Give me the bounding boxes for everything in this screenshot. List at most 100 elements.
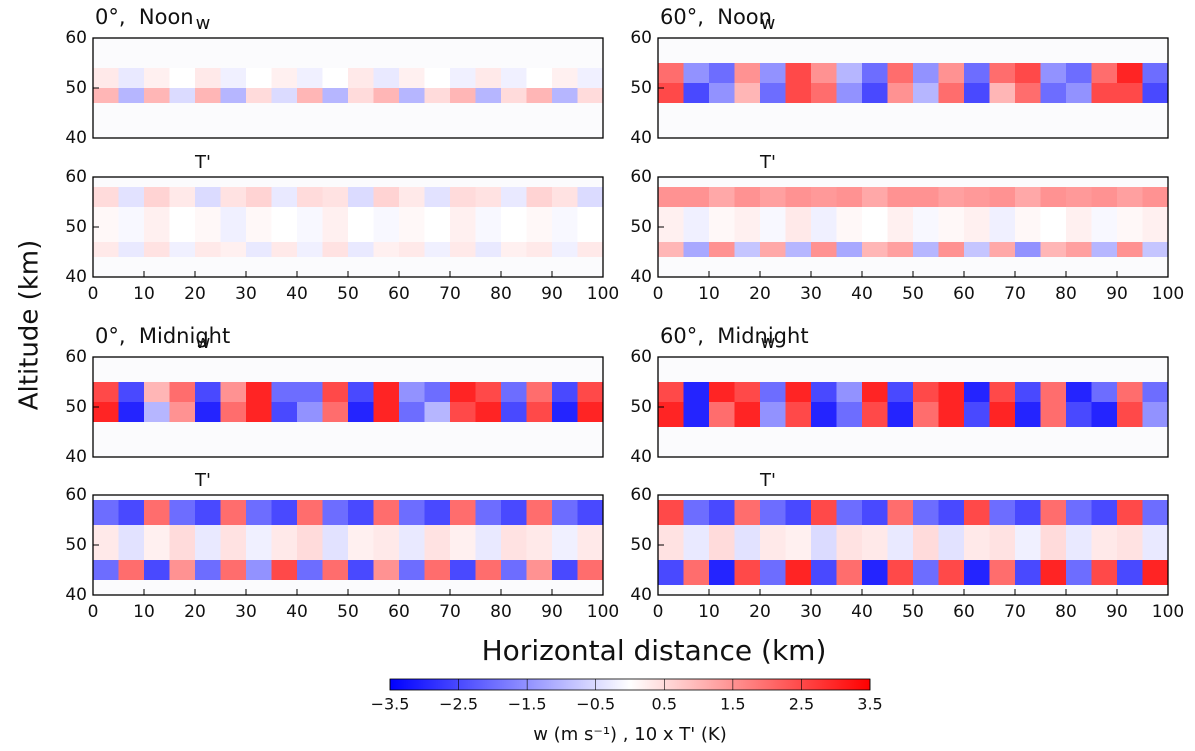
heatmap-cell: [399, 525, 425, 560]
x-tick-label: 10: [698, 602, 720, 622]
heatmap-cell: [760, 187, 786, 207]
panel-title: T': [759, 470, 776, 491]
x-tick-label: 0: [653, 602, 664, 622]
heatmap-cell: [501, 402, 527, 422]
heatmap-cell: [913, 402, 939, 427]
heatmap-cell: [424, 560, 451, 580]
heatmap-cell: [1142, 560, 1169, 585]
heatmap-cell: [760, 242, 786, 257]
heatmap-cell: [964, 242, 990, 257]
heatmap-cell: [1040, 207, 1067, 242]
x-tick-label: 20: [184, 602, 206, 622]
heatmap-cell: [1091, 382, 1118, 402]
heatmap-cell: [913, 560, 939, 585]
heatmap-cell: [887, 242, 914, 257]
heatmap-cell: [246, 500, 272, 525]
heatmap-cell: [348, 500, 374, 525]
heatmap-cell: [658, 187, 684, 207]
x-tick-label: 20: [749, 602, 771, 622]
x-tick-label: 40: [286, 284, 308, 304]
heatmap-cell: [734, 500, 761, 525]
heatmap-cell: [220, 382, 247, 402]
heatmap-cell: [399, 242, 425, 257]
x-tick-label: 50: [902, 284, 924, 304]
heatmap-cell: [169, 242, 196, 257]
heatmap-cell: [658, 525, 684, 560]
heatmap-cell: [501, 68, 527, 88]
heatmap-cell: [658, 500, 684, 525]
heatmap-cell: [118, 525, 145, 560]
heatmap-cell: [709, 207, 735, 242]
heatmap-cell: [246, 88, 272, 103]
heatmap-cell: [1066, 187, 1092, 207]
heatmap-cell: [169, 68, 196, 88]
y-tick-label: 60: [65, 347, 87, 367]
heatmap-cell: [887, 500, 914, 525]
heatmap-cell: [836, 207, 863, 242]
heatmap-cell: [501, 500, 527, 525]
heatmap-cell: [1066, 63, 1092, 83]
heatmap-cell: [144, 207, 170, 242]
heatmap-cell: [938, 187, 965, 207]
heatmap-cell: [683, 525, 710, 560]
x-tick-label: 80: [1055, 284, 1077, 304]
heatmap-cell: [552, 207, 578, 242]
heatmap-cell: [913, 187, 939, 207]
x-tick-label: 0: [88, 602, 99, 622]
heatmap-cell: [1091, 402, 1118, 427]
x-tick-label: 70: [1004, 284, 1026, 304]
heatmap-cell: [1066, 500, 1092, 525]
heatmap-cell: [246, 187, 272, 207]
heatmap-cell: [1117, 560, 1143, 585]
heatmap-cell: [1015, 207, 1041, 242]
heatmap-cell: [297, 242, 323, 257]
heatmap-cell: [811, 83, 837, 103]
panel-label: 60°, Noon: [660, 5, 772, 29]
heatmap-cell: [297, 207, 323, 242]
heatmap-cell: [811, 242, 837, 257]
heatmap-cell: [348, 382, 374, 402]
heatmap-cell: [552, 382, 578, 402]
heatmap-cell: [144, 242, 170, 257]
heatmap-cell: [964, 525, 990, 560]
heatmap-cell: [271, 88, 298, 103]
heatmap-cell: [683, 560, 710, 585]
heatmap-cell: [1091, 187, 1118, 207]
x-tick-label: 0: [653, 284, 664, 304]
colorbar-tick-label: 3.5: [857, 695, 882, 714]
heatmap-cell: [501, 207, 527, 242]
colorbar-tick-label: −3.5: [371, 695, 410, 714]
heatmap-cell: [887, 187, 914, 207]
x-tick-label: 60: [388, 602, 410, 622]
heatmap-cell: [195, 242, 221, 257]
panel-label: 0°, Midnight: [95, 324, 230, 348]
heatmap-cell: [938, 83, 965, 103]
heatmap-cell: [399, 187, 425, 207]
heatmap-cell: [1142, 83, 1169, 103]
heatmap-cell: [734, 560, 761, 585]
heatmap-cell: [734, 207, 761, 242]
heatmap-cell: [785, 63, 812, 83]
heatmap-cell: [526, 242, 553, 257]
heatmap-cell: [760, 402, 786, 427]
heatmap-cell: [785, 207, 812, 242]
colorbar-tick-label: −2.5: [439, 695, 478, 714]
heatmap-cell: [424, 382, 451, 402]
x-tick-label: 70: [439, 602, 461, 622]
heatmap-cell: [373, 242, 400, 257]
y-tick-label: 60: [65, 485, 87, 505]
y-tick-label: 60: [630, 485, 652, 505]
heatmap-cell: [297, 500, 323, 525]
heatmap-cell: [577, 500, 604, 525]
heatmap-cell: [836, 560, 863, 585]
y-tick-label: 50: [630, 217, 652, 237]
heatmap-cell: [169, 382, 196, 402]
heatmap-cell: [836, 382, 863, 402]
colorbar-tick-label: 1.5: [720, 695, 745, 714]
heatmap-cell: [220, 88, 247, 103]
heatmap-cell: [887, 83, 914, 103]
heatmap-cell: [577, 187, 604, 207]
heatmap-cell: [734, 402, 761, 427]
heatmap-cell: [450, 500, 476, 525]
heatmap-cell: [836, 242, 863, 257]
